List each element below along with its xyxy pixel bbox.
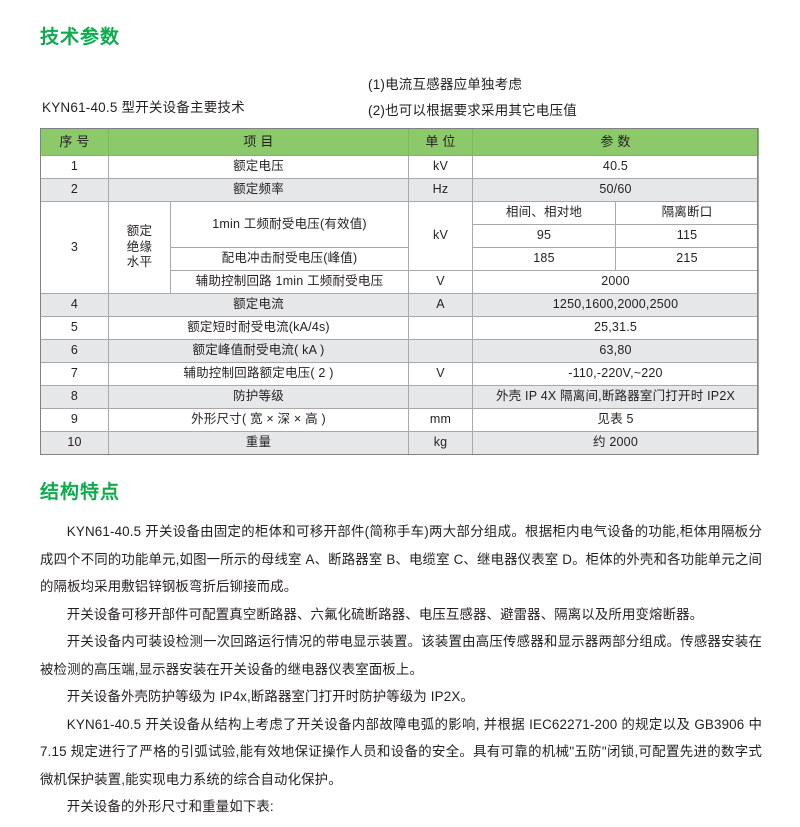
cell-no: 1 [40,155,109,179]
column-header-param: 参 数 [472,128,759,156]
cell-unit: V [408,362,473,386]
table-note-2: (2)也可以根据要求采用其它电压值 [368,103,577,118]
cell-no: 3 [40,201,109,294]
cell-item: 重量 [108,431,409,455]
cell-no: 7 [40,362,109,386]
body-content: KYN61-40.5 开关设备由固定的柜体和可移开部件(简称手车)两大部分组成。… [40,518,762,821]
paragraph: 开关设备的外形尺寸和重量如下表: [66,799,274,814]
table-row: 5 额定短时耐受电流(kA/4s) 25,31.5 [40,316,759,340]
table-row: 7 辅助控制回路额定电压( 2 ) V -110,-220V,~220 [40,362,759,386]
cell-item: 辅助控制回路额定电压( 2 ) [108,362,409,386]
cell-no: 4 [40,293,109,317]
cell-unit [408,385,473,409]
page-title-technical-parameters: 技术参数 [40,27,121,48]
cell-item: 配电冲击耐受电压(峰值) [170,247,409,271]
cell-no: 5 [40,316,109,340]
cell-param: 63,80 [472,339,759,363]
table-row: 辅助控制回路 1min 工频耐受电压 V 2000 [41,270,759,294]
cell-item: 1min 工频耐受电压(有效值) [170,201,409,248]
spec-table-container: 序 号 项 目 单 位 参 数 1 额定电压 kV 40.5 2 额 [40,128,759,455]
spec-table: 序 号 项 目 单 位 参 数 1 额定电压 kV 40.5 2 额 [40,128,759,455]
cell-param: 40.5 [472,155,759,179]
cell-no: 6 [40,339,109,363]
table-row: 3 额定 绝缘 水平 1min 工频耐受电压(有效值) kV 相间、相对地 隔离… [40,201,759,294]
column-header-item: 项 目 [108,128,409,156]
table-header-row: 序 号 项 目 单 位 参 数 [40,128,759,156]
group-label-line-1: 额定 [126,224,153,239]
paragraph: 开关设备可移开部件可配置真空断路器、六氟化硫断路器、电压互感器、避雷器、隔离以及… [66,606,704,622]
group-label-line-2: 绝缘 [126,239,153,254]
cell-item: 外形尺寸( 宽 × 深 × 高 ) [108,408,409,432]
cell-param: -110,-220V,~220 [472,362,759,386]
cell-value-a: 95 [472,224,616,248]
table-row: 4 额定电流 A 1250,1600,2000,2500 [40,293,759,317]
paragraph: 开关设备内可装设检测一次回路运行情况的带电显示装置。该装置由高压传感器和显示器两… [40,634,762,677]
cell-item: 额定频率 [108,178,409,202]
cell-no: 2 [40,178,109,202]
cell-param: 1250,1600,2000,2500 [472,293,759,317]
table-notes: (1)电流互感器应单独考虑 (2)也可以根据要求采用其它电压值 [368,72,577,124]
cell-value-b: 215 [615,247,759,271]
cell-no: 9 [40,408,109,432]
page-title-structural-features: 结构特点 [40,482,121,503]
cell-param: 2000 [472,270,759,294]
cell-group-label: 额定 绝缘 水平 [108,201,171,294]
table-caption: KYN61-40.5 型开关设备主要技术 [42,100,245,115]
cell-unit: Hz [408,178,473,202]
cell-subcol-header-a: 相间、相对地 [472,201,616,225]
table-row: 10 重量 kg 约 2000 [40,431,759,455]
cell-value-a: 185 [472,247,616,271]
cell-no: 8 [40,385,109,409]
cell-subcol-header-b: 隔离断口 [615,201,759,225]
group-label-line-3: 水平 [126,255,153,270]
cell-item: 防护等级 [108,385,409,409]
paragraph: 开关设备外壳防护等级为 IP4x,断路器室门打开时防护等级为 IP2X。 [66,689,474,704]
paragraph: KYN61-40.5 开关设备由固定的柜体和可移开部件(简称手车)两大部分组成。… [40,524,762,594]
table-row: 95 115 [41,224,759,248]
table-row: 1 额定电压 kV 40.5 [40,155,759,179]
column-header-no: 序 号 [40,128,109,156]
cell-item: 额定短时耐受电流(kA/4s) [108,316,409,340]
cell-unit [408,316,473,340]
cell-param: 外壳 IP 4X 隔离间,断路器室门打开时 IP2X [472,385,759,409]
cell-no: 10 [40,431,109,455]
table-row: 9 外形尺寸( 宽 × 深 × 高 ) mm 见表 5 [40,408,759,432]
cell-item: 额定电流 [108,293,409,317]
table-note-1: (1)电流互感器应单独考虑 [368,77,523,92]
cell-param: 约 2000 [472,431,759,455]
cell-item: 额定电压 [108,155,409,179]
cell-unit: A [408,293,473,317]
cell-unit: kV [408,201,473,271]
cell-param: 25,31.5 [472,316,759,340]
table-row: 6 额定峰值耐受电流( kA ) 63,80 [40,339,759,363]
column-header-unit: 单 位 [408,128,473,156]
cell-unit [408,339,473,363]
cell-param: 见表 5 [472,408,759,432]
table-row: 配电冲击耐受电压(峰值) 185 215 [41,247,759,271]
cell-unit: kg [408,431,473,455]
cell-param: 50/60 [472,178,759,202]
paragraph: KYN61-40.5 开关设备从结构上考虑了开关设备内部故障电弧的影响, 并根据… [40,716,762,787]
cell-unit: kV [408,155,473,179]
cell-item: 额定峰值耐受电流( kA ) [108,339,409,363]
table-row: 2 额定频率 Hz 50/60 [40,178,759,202]
cell-item: 辅助控制回路 1min 工频耐受电压 [170,270,409,294]
table-row: 8 防护等级 外壳 IP 4X 隔离间,断路器室门打开时 IP2X [40,385,759,409]
cell-unit: mm [408,408,473,432]
cell-value-b: 115 [615,224,759,248]
cell-unit: V [408,270,473,294]
